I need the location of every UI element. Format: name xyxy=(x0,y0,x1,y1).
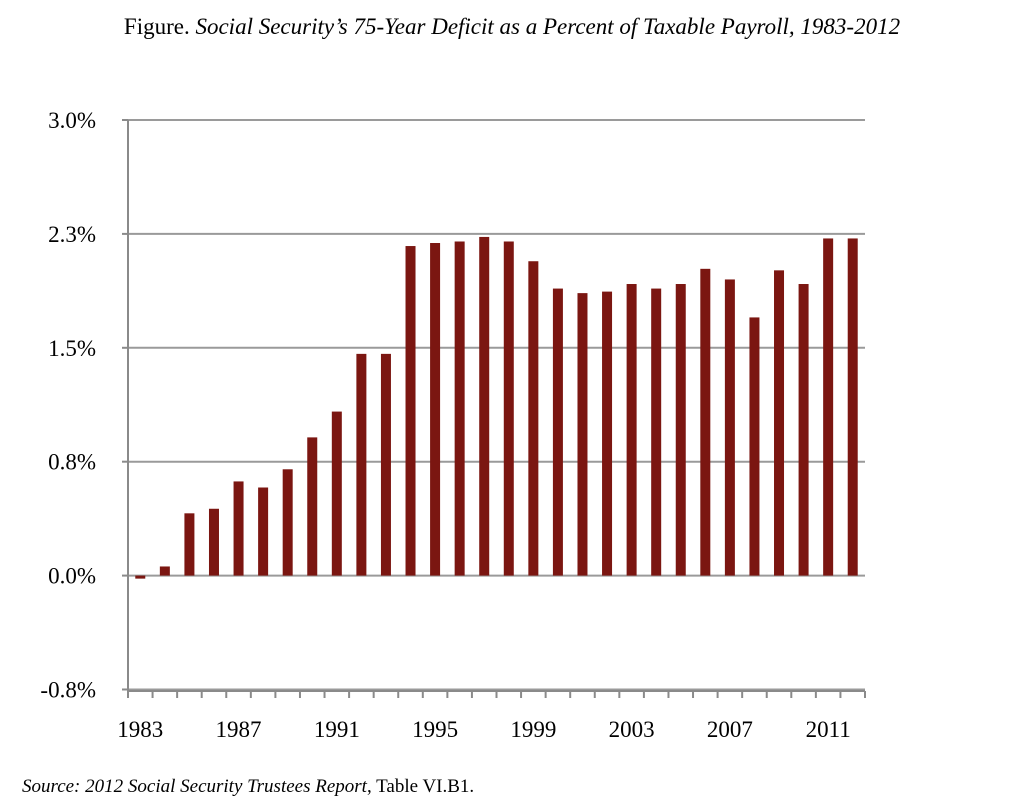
bar-2003 xyxy=(626,284,637,576)
bar-1998 xyxy=(503,241,514,576)
y-tick-label: 0.0% xyxy=(48,564,96,589)
gridlines xyxy=(128,119,865,691)
bar-2005 xyxy=(675,284,686,576)
y-tick-label: 1.5% xyxy=(48,336,96,361)
bar-2000 xyxy=(552,288,563,576)
bar-2011 xyxy=(823,238,834,576)
chart-title: Figure. Social Security’s 75-Year Defici… xyxy=(0,14,1024,40)
y-tick-label: 2.3% xyxy=(48,222,96,247)
x-tick-label: 2003 xyxy=(609,717,655,742)
bar-1989 xyxy=(282,469,293,576)
source-table: , Table VI.B1. xyxy=(366,776,475,797)
source-report: 2012 Social Security Trustees Report xyxy=(85,776,367,797)
bar-1993 xyxy=(380,353,391,576)
bar-1997 xyxy=(479,236,490,576)
figure-title: Social Security’s 75-Year Deficit as a P… xyxy=(195,14,901,39)
x-tick-label: 1991 xyxy=(314,717,360,742)
x-tick-label: 1995 xyxy=(412,717,458,742)
x-tick-label: 1983 xyxy=(117,717,163,742)
bar-1988 xyxy=(258,487,269,576)
x-tick-label: 2011 xyxy=(806,717,851,742)
x-tick-label: 1987 xyxy=(216,717,262,742)
bar-1996 xyxy=(454,241,465,576)
figure-label: Figure. xyxy=(123,14,190,39)
bar-2001 xyxy=(577,293,588,576)
bar-1992 xyxy=(356,353,367,576)
source-note: Source: 2012 Social Security Trustees Re… xyxy=(22,776,474,798)
x-axis-tick-labels: 1983 1987 1991 1995 1999 2003 2007 2011 xyxy=(117,717,850,742)
bar-2002 xyxy=(602,291,613,576)
bar-1987 xyxy=(233,481,244,576)
bar-2010 xyxy=(798,284,809,576)
bar-1994 xyxy=(405,246,416,576)
x-tick-label: 2007 xyxy=(707,717,753,742)
y-tick-label: 0.8% xyxy=(48,450,96,475)
y-tick-label: -0.8% xyxy=(40,677,96,702)
bar-2009 xyxy=(774,270,785,576)
bar-2012 xyxy=(847,238,858,576)
bar-1995 xyxy=(430,243,441,576)
y-tick-label: 3.0% xyxy=(48,108,96,133)
bar-1986 xyxy=(208,508,219,576)
y-axis-tick-labels: 3.0% 2.3% 1.5% 0.8% 0.0% -0.8% xyxy=(40,108,96,702)
bar-1983 xyxy=(135,575,146,579)
bar-2006 xyxy=(700,268,711,576)
bar-2007 xyxy=(724,279,735,576)
bar-1985 xyxy=(184,513,195,576)
bar-2008 xyxy=(749,317,760,576)
bar-1990 xyxy=(307,437,318,576)
bars xyxy=(135,236,858,579)
bar-1991 xyxy=(331,411,342,576)
axes xyxy=(122,119,866,698)
bar-2004 xyxy=(651,288,662,576)
source-prefix: Source: xyxy=(22,776,81,797)
bar-1999 xyxy=(528,261,539,576)
bar-1984 xyxy=(159,566,170,576)
x-tick-label: 1999 xyxy=(510,717,556,742)
